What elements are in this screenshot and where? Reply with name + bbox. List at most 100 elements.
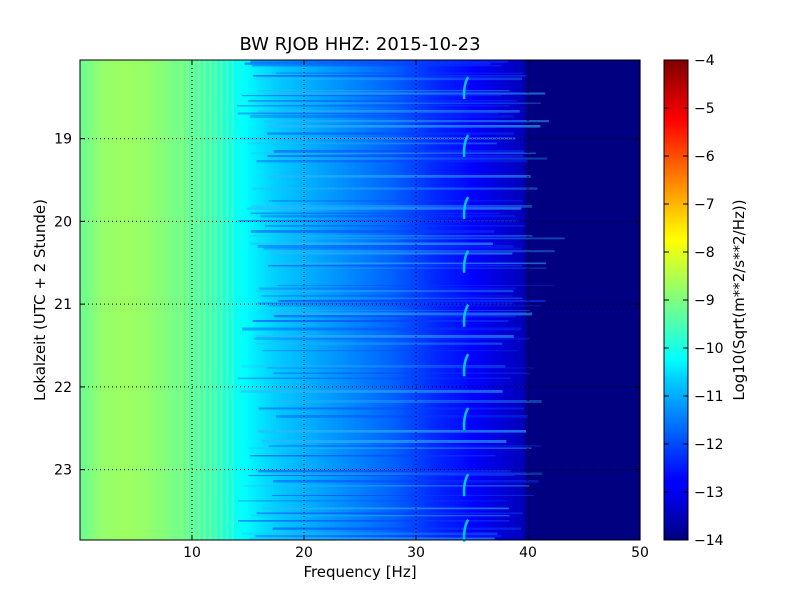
heatmap-band [270, 472, 543, 475]
colorbar-ticks: −4 −5 −6 −7 −8 −9 −10 −11 −12 −13 −14 [664, 53, 724, 549]
heatmap-column [80, 60, 84, 540]
heatmap-column [578, 60, 582, 540]
heatmap-column [208, 60, 213, 540]
heatmap-column [556, 60, 560, 540]
line-feature-mark [462, 519, 470, 542]
heatmap-column [609, 60, 613, 540]
x-tick-label: 30 [407, 545, 425, 561]
colorbar-tick-label: −4 [694, 53, 715, 69]
plot-area [79, 59, 641, 542]
heatmap-column [88, 60, 92, 540]
heatmap-column [133, 60, 137, 540]
heatmap-band [274, 315, 516, 318]
heatmap-band [257, 245, 514, 248]
colorbar-tick-label: −11 [694, 389, 724, 405]
heatmap-band [253, 337, 530, 340]
x-tick-label: 20 [295, 545, 313, 561]
heatmap-column [91, 60, 95, 540]
heatmap-band [237, 500, 508, 502]
heatmap-band [256, 290, 514, 293]
y-axis-label: Lokalzeit (UTC + 2 Stunde) [31, 199, 49, 401]
heatmap-band [273, 480, 539, 483]
heatmap-column [276, 60, 280, 540]
heatmap-column [248, 60, 252, 540]
heatmap-column [102, 60, 106, 540]
heatmap-band [258, 310, 530, 312]
y-tick-label: 23 [54, 463, 72, 479]
heatmap-band [249, 447, 532, 449]
heatmap-column [586, 60, 591, 540]
heatmap-band [244, 62, 491, 65]
heatmap-column [178, 60, 182, 540]
heatmap-column [267, 60, 271, 540]
heatmap-band [243, 485, 530, 487]
heatmap-column [214, 60, 218, 540]
heatmap-band [252, 187, 538, 190]
heatmap-column [245, 60, 249, 540]
colorbar-tick-label: −13 [694, 485, 724, 501]
heatmap-band [267, 157, 548, 160]
heatmap-column [589, 60, 593, 540]
heatmap-column [264, 60, 269, 540]
heatmap-column [262, 60, 266, 540]
heatmap-column [222, 60, 227, 540]
heatmap-band [241, 365, 506, 368]
heatmap-column [119, 60, 123, 540]
line-feature-mark [462, 407, 470, 431]
heatmap-column [570, 60, 574, 540]
colorbar-tick-label: −14 [694, 533, 724, 549]
colorbar-tick-label: −10 [694, 341, 724, 357]
heatmap-column [94, 60, 98, 540]
heatmap-column [105, 60, 109, 540]
heatmap-column [623, 60, 627, 540]
x-tick-label: 40 [519, 545, 537, 561]
heatmap-column [130, 60, 134, 540]
heatmap-band [273, 372, 530, 374]
heatmap-column [155, 60, 159, 540]
heatmap-band [271, 267, 547, 269]
heatmap-band [259, 287, 517, 290]
heatmap-band [250, 230, 495, 233]
heatmap-band [250, 152, 536, 155]
colorbar-tick-label: −7 [694, 197, 715, 213]
heatmap-band [267, 155, 524, 157]
heatmap-column [592, 60, 596, 540]
y-axis: 19 20 21 22 23 [54, 132, 640, 479]
heatmap-column [186, 60, 190, 540]
heatmap-band [264, 120, 550, 123]
heatmap-band [250, 212, 500, 215]
x-tick-label: 50 [631, 545, 649, 561]
colorbar-tick-label: −9 [694, 293, 715, 309]
heatmap-band [272, 495, 534, 497]
colorbar-label: Log10(Sqrt(m**2/s**2/Hz)) [730, 199, 748, 400]
heatmap-band [257, 90, 510, 92]
heatmap-column [572, 60, 577, 540]
heatmap-band [248, 100, 517, 102]
heatmap-column [194, 60, 199, 540]
heatmap-column [161, 60, 165, 540]
heatmap-column [220, 60, 224, 540]
heatmap-column [628, 60, 633, 540]
heatmap-band [262, 507, 509, 510]
heatmap-column [138, 60, 143, 540]
heatmap-column [189, 60, 193, 540]
heatmap-column [564, 60, 568, 540]
heatmap-column [603, 60, 607, 540]
heatmap-column [273, 60, 277, 540]
heatmap-column [172, 60, 176, 540]
heatmap-band [258, 430, 527, 433]
heatmap-column [85, 60, 89, 540]
heatmap-band [256, 512, 523, 515]
heatmap-column [242, 60, 246, 540]
line-feature-mark [462, 196, 470, 220]
heatmap-band [241, 95, 501, 97]
heatmap-column [211, 60, 215, 540]
y-tick-label: 22 [54, 380, 72, 396]
heatmap-band [268, 445, 542, 447]
heatmap-band [240, 390, 503, 393]
heatmap-column [166, 60, 171, 540]
heatmap-band [240, 137, 516, 140]
line-feature-mark [462, 76, 470, 100]
heatmap-band [255, 535, 502, 538]
heatmap-column [99, 60, 103, 540]
